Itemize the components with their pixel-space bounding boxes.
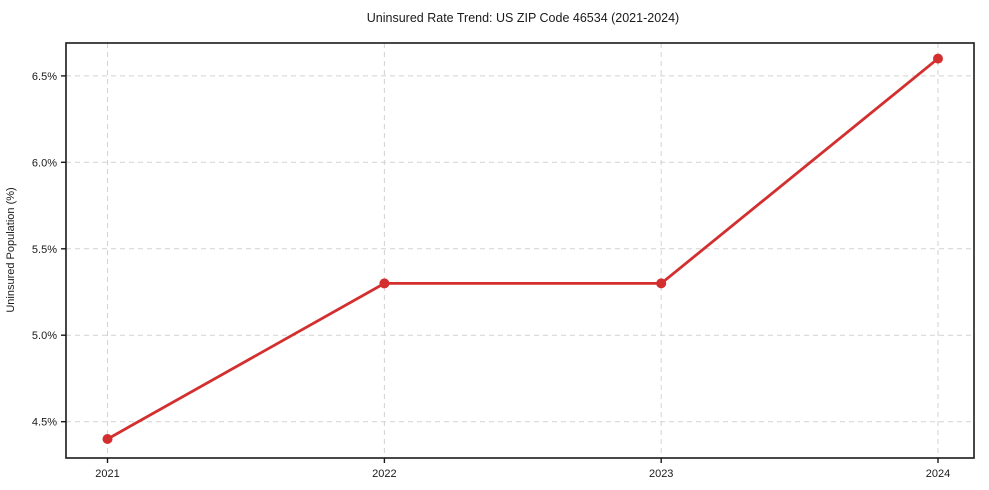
- y-tick-label: 4.5%: [32, 417, 57, 429]
- y-tick-label: 6.0%: [32, 157, 57, 169]
- x-tick-label: 2022: [372, 468, 396, 480]
- plot-border: [65, 42, 975, 459]
- x-tick-label: 2021: [95, 468, 119, 480]
- axes: 4.5% 5.0% 5.5% 6.0% 6.5% 2021 2022 2023 2024: [32, 42, 975, 480]
- y-tick-label: 5.5%: [32, 244, 57, 256]
- y-tick-label: 6.5%: [32, 71, 57, 83]
- trend-line: [106, 57, 940, 441]
- data-point-2021: [102, 434, 113, 444]
- data-point-2024: [933, 53, 943, 64]
- trend-series: [102, 53, 943, 444]
- gridlines: [66, 43, 974, 458]
- x-tick-label: 2023: [649, 468, 673, 480]
- data-point-2022: [379, 278, 390, 289]
- x-tick-label: 2024: [926, 468, 950, 480]
- chart-title: Uninsured Rate Trend: US ZIP Code 46534 …: [367, 11, 679, 25]
- y-axis-label: Uninsured Population (%): [5, 187, 17, 312]
- data-point-2023: [656, 278, 667, 289]
- y-tick-label: 5.0%: [32, 330, 57, 342]
